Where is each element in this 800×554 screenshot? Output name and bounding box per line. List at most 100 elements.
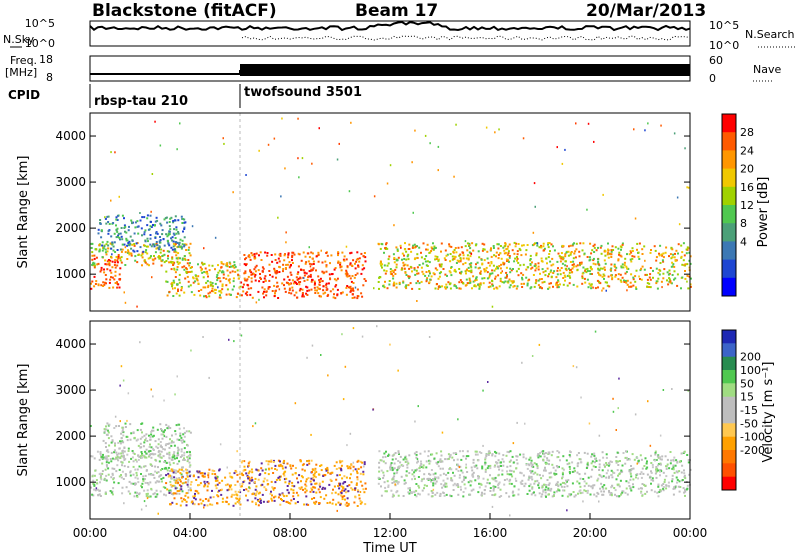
echo-cell [145, 452, 148, 455]
echo-cell [165, 482, 168, 485]
echo-cell [592, 484, 595, 487]
echo-cell [610, 494, 613, 497]
echo-cell [350, 251, 353, 254]
echo-cell [550, 275, 553, 278]
echo-cell [613, 265, 616, 268]
echo-cell [437, 285, 440, 288]
echo-cell [286, 501, 289, 504]
echo-cell [409, 489, 411, 492]
echo-cell [105, 474, 108, 477]
echo-cell [620, 469, 623, 472]
echo-cell [117, 254, 120, 256]
echo-cell [403, 479, 406, 482]
echo-cell [318, 484, 321, 487]
echo-cell [626, 267, 629, 270]
echo-cell [246, 291, 249, 294]
echo-cell [95, 248, 98, 251]
echo-cell [346, 285, 349, 287]
echo-cell [460, 488, 462, 491]
echo-cell [120, 261, 123, 264]
echo-cell [500, 271, 502, 274]
echo-cell [516, 257, 519, 260]
echo-speck [386, 182, 389, 185]
echo-cell [117, 257, 120, 260]
echo-cell [413, 243, 416, 246]
echo-cell [438, 459, 441, 462]
echo-cell [162, 249, 165, 252]
echo-cell [395, 286, 398, 289]
echo-cell [177, 453, 180, 456]
velocity-colorbar-segment [722, 396, 736, 411]
echo-cell [517, 274, 520, 277]
echo-cell [114, 251, 117, 253]
echo-cell [396, 259, 399, 262]
echo-cell [186, 456, 189, 459]
echo-cell [177, 481, 180, 484]
echo-cell [387, 454, 389, 457]
echo-cell [95, 479, 98, 482]
echo-cell [579, 261, 581, 264]
echo-cell [295, 283, 298, 285]
echo-cell [497, 253, 500, 256]
velocity-background [90, 321, 690, 519]
echo-cell [316, 289, 318, 292]
echo-cell [637, 487, 640, 490]
echo-cell [487, 286, 490, 289]
echo-cell [337, 501, 340, 504]
echo-cell [617, 247, 620, 250]
echo-cell [166, 452, 169, 455]
echo-cell [484, 463, 487, 466]
echo-cell [550, 487, 553, 490]
echo-cell [269, 274, 271, 276]
echo-cell [485, 266, 488, 269]
echo-cell [124, 474, 127, 477]
echo-cell [297, 481, 300, 484]
echo-cell [667, 273, 670, 276]
echo-cell [107, 455, 110, 458]
echo-cell [143, 441, 146, 444]
echo-cell [579, 263, 581, 266]
echo-cell [672, 493, 675, 496]
echo-cell [450, 468, 453, 471]
echo-cell [246, 278, 249, 281]
echo-cell [380, 264, 383, 267]
echo-cell [325, 270, 328, 273]
echo-cell [277, 476, 280, 479]
echo-cell [175, 502, 178, 505]
echo-cell [184, 481, 187, 484]
echo-cell [478, 256, 481, 259]
echo-cell [93, 484, 96, 487]
echo-cell [317, 275, 320, 278]
echo-cell [390, 273, 393, 276]
echo-cell [391, 458, 394, 461]
echo-cell [556, 260, 559, 263]
echo-cell [129, 492, 132, 495]
echo-cell [617, 278, 620, 281]
echo-cell [535, 267, 538, 270]
echo-cell [207, 474, 210, 477]
echo-cell [188, 430, 191, 433]
echo-cell [532, 274, 535, 276]
echo-cell [602, 493, 605, 496]
echo-cell [443, 484, 446, 487]
echo-cell [100, 229, 103, 232]
echo-cell [189, 483, 192, 486]
echo-cell [430, 275, 433, 278]
echo-cell [672, 459, 675, 462]
power-colorbar-tick: 16 [740, 181, 754, 194]
echo-cell [654, 459, 656, 462]
echo-cell [110, 256, 113, 259]
echo-cell [489, 467, 492, 470]
echo-cell [592, 245, 595, 247]
echo-cell [247, 476, 250, 478]
echo-cell [609, 253, 612, 256]
echo-cell [453, 474, 456, 477]
echo-cell [493, 254, 496, 257]
echo-cell [333, 485, 336, 488]
echo-cell [561, 262, 564, 265]
echo-cell [564, 260, 567, 263]
echo-cell [610, 250, 613, 253]
echo-cell [686, 246, 689, 249]
echo-cell [149, 453, 152, 456]
echo-cell [522, 273, 525, 276]
